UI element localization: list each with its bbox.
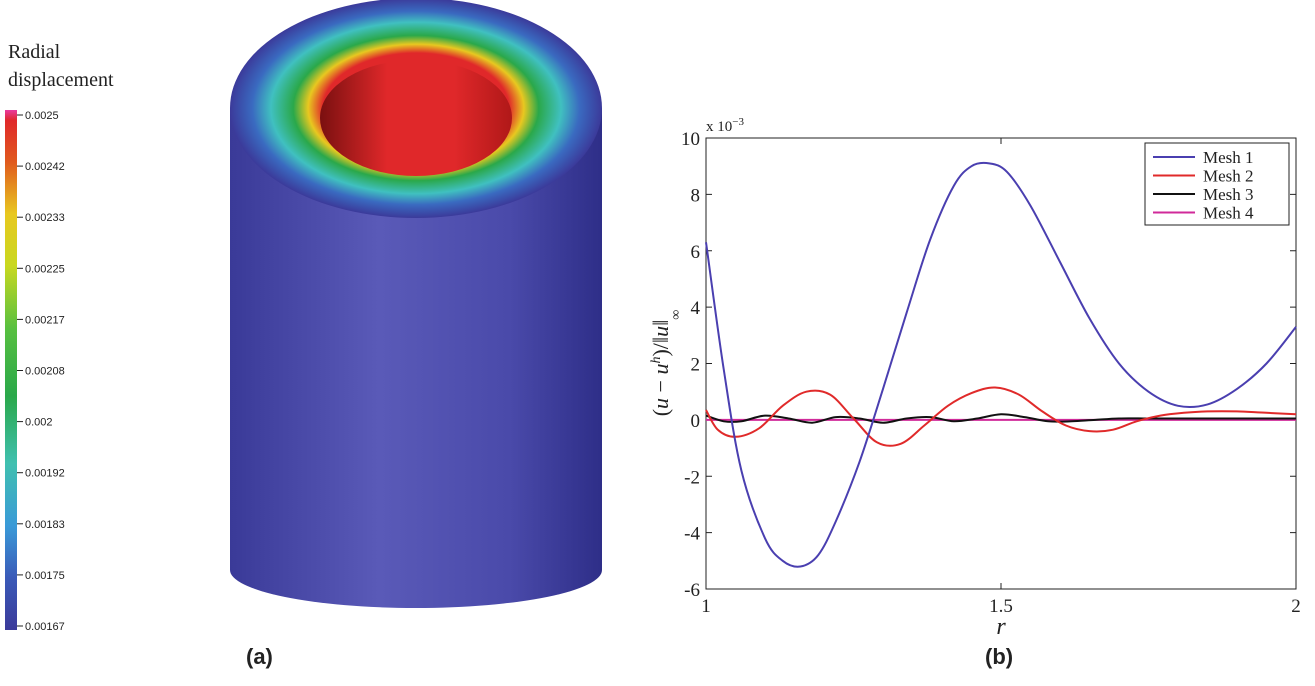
x-tick-label: 1.5 <box>989 596 1013 617</box>
colorbar-tick-label: 0.00183 <box>25 519 65 531</box>
y-tick-label: -6 <box>684 580 700 601</box>
colorbar-tick-label: 0.00217 <box>25 314 65 326</box>
colorbar-tick-label: 0.00175 <box>25 570 65 582</box>
colorbar-title-line2: displacement <box>8 69 114 91</box>
y-tick-label: 2 <box>691 355 701 376</box>
x-axis-label: r <box>996 614 1006 640</box>
y-axis: -6 -4 -2 0 2 4 6 8 10 <box>681 129 1296 601</box>
series-line-mesh-3 <box>705 413 1296 424</box>
y-tick-label: 10 <box>681 129 700 150</box>
x-axis: 1 1.5 2 <box>701 138 1301 617</box>
legend-label: Mesh 3 <box>1203 185 1254 204</box>
series-line-mesh-2 <box>705 386 1297 447</box>
panel-label-b: (b) <box>985 644 1014 669</box>
colorbar-tick-label: 0.00167 <box>25 621 65 633</box>
y-tick-label: 8 <box>691 185 701 206</box>
colorbar-title-line1: Radial <box>8 41 61 63</box>
x-tick-label: 1 <box>701 596 711 617</box>
colorbar-tick-label: 0.00225 <box>25 263 65 275</box>
colorbar-title: Radial displacement <box>8 38 114 94</box>
cylinder-body <box>230 108 602 608</box>
legend-label: Mesh 1 <box>1203 148 1254 167</box>
colorbar-tick-label: 0.002 <box>25 417 53 429</box>
cylinder-plot <box>230 0 602 608</box>
y-tick-label: -2 <box>684 467 700 488</box>
colorbar-tick-label: 0.00208 <box>25 366 65 378</box>
y-tick-label: -4 <box>684 524 700 545</box>
scale-label: x 10−3 <box>706 116 744 135</box>
x-tick-label: 2 <box>1291 596 1301 617</box>
cylinder-inner-hole <box>320 60 512 176</box>
series-line-mesh-1 <box>705 161 1297 568</box>
colorbar-gradient <box>5 110 17 630</box>
y-axis-label: (u − uh)/‖u‖∞ <box>648 310 684 417</box>
panel-label-a: (a) <box>246 644 273 669</box>
y-tick-label: 4 <box>691 298 701 319</box>
y-tick-label: 0 <box>691 411 701 432</box>
colorbar: 0.00250.002420.002330.002250.002170.0020… <box>5 110 65 633</box>
legend-label: Mesh 4 <box>1203 204 1254 223</box>
series-lines <box>705 161 1297 568</box>
colorbar-tick-label: 0.0025 <box>25 110 59 122</box>
y-tick-label: 6 <box>691 242 701 263</box>
colorbar-ticks: 0.00250.002420.002330.002250.002170.0020… <box>17 110 65 633</box>
colorbar-tick-label: 0.00242 <box>25 161 65 173</box>
colorbar-tick-label: 0.00192 <box>25 468 65 480</box>
legend-label: Mesh 2 <box>1203 167 1254 186</box>
colorbar-tick-label: 0.00233 <box>25 212 65 224</box>
